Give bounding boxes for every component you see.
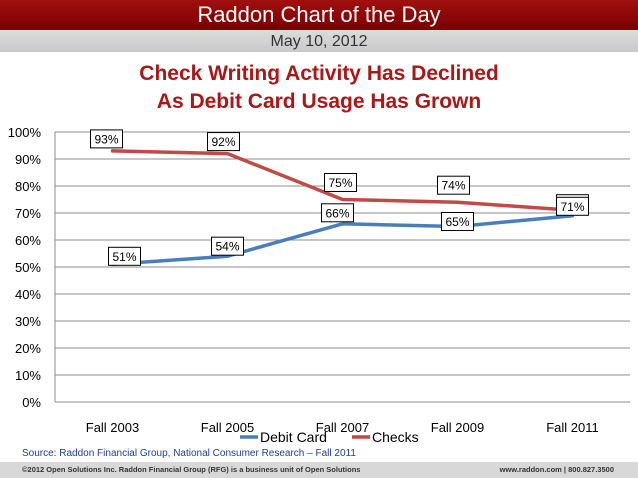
y-tick-label: 100% <box>8 125 42 140</box>
y-tick-label: 30% <box>15 314 41 329</box>
chart-title: Check Writing Activity Has Declined As D… <box>0 60 638 116</box>
y-tick-label: 20% <box>15 341 41 356</box>
data-label-box <box>108 246 141 266</box>
banner-title: Raddon Chart of the Day <box>0 0 638 30</box>
legend-label: Checks <box>372 429 419 445</box>
chart-title-line-2: As Debit Card Usage Has Grown <box>156 90 482 113</box>
data-label: 71% <box>560 200 584 214</box>
footer-bar: ©2012 Open Solutions Inc. Raddon Financi… <box>0 462 638 478</box>
data-label-box <box>556 196 589 216</box>
data-label: 65% <box>445 215 469 229</box>
footer-contact: www.raddon.com | 800.827.3500 <box>499 465 614 474</box>
y-tick-label: 80% <box>15 179 41 194</box>
y-tick-label: 50% <box>15 260 41 275</box>
y-tick-label: 40% <box>15 287 41 302</box>
chart-date: May 10, 2012 <box>0 30 638 52</box>
chart-title-line-1: Check Writing Activity Has Declined <box>139 62 499 85</box>
y-tick-label: 10% <box>15 368 41 383</box>
y-tick-label: 70% <box>15 206 41 221</box>
y-tick-label: 0% <box>22 395 41 410</box>
data-label-box <box>321 203 354 223</box>
data-label: 54% <box>215 240 239 254</box>
data-label-box <box>211 236 244 256</box>
x-tick-label: Fall 2009 <box>431 420 484 435</box>
data-label: 74% <box>441 179 465 193</box>
data-label-box <box>324 173 357 192</box>
series-line <box>110 213 575 267</box>
data-label: 92% <box>211 135 235 149</box>
data-label-box <box>441 212 474 231</box>
data-label-box <box>207 132 240 152</box>
y-tick-label: 60% <box>15 233 41 248</box>
series-line <box>110 149 575 213</box>
x-tick-label: Fall 2005 <box>201 420 254 435</box>
x-tick-label: Fall 2007 <box>316 420 369 435</box>
data-label: 66% <box>325 206 349 220</box>
x-tick-label: Fall 2011 <box>546 420 599 435</box>
source-note: Source: Raddon Financial Group, National… <box>22 448 356 459</box>
footer-copyright: ©2012 Open Solutions Inc. Raddon Financi… <box>22 465 361 474</box>
data-label: 51% <box>112 250 136 264</box>
legend-label: Debit Card <box>260 429 327 445</box>
y-tick-label: 90% <box>15 152 41 167</box>
data-label: 75% <box>328 176 352 190</box>
data-label: 93% <box>94 132 118 146</box>
data-label-box <box>437 175 470 195</box>
data-label-box <box>90 129 123 149</box>
x-tick-label: Fall 2003 <box>86 420 139 435</box>
